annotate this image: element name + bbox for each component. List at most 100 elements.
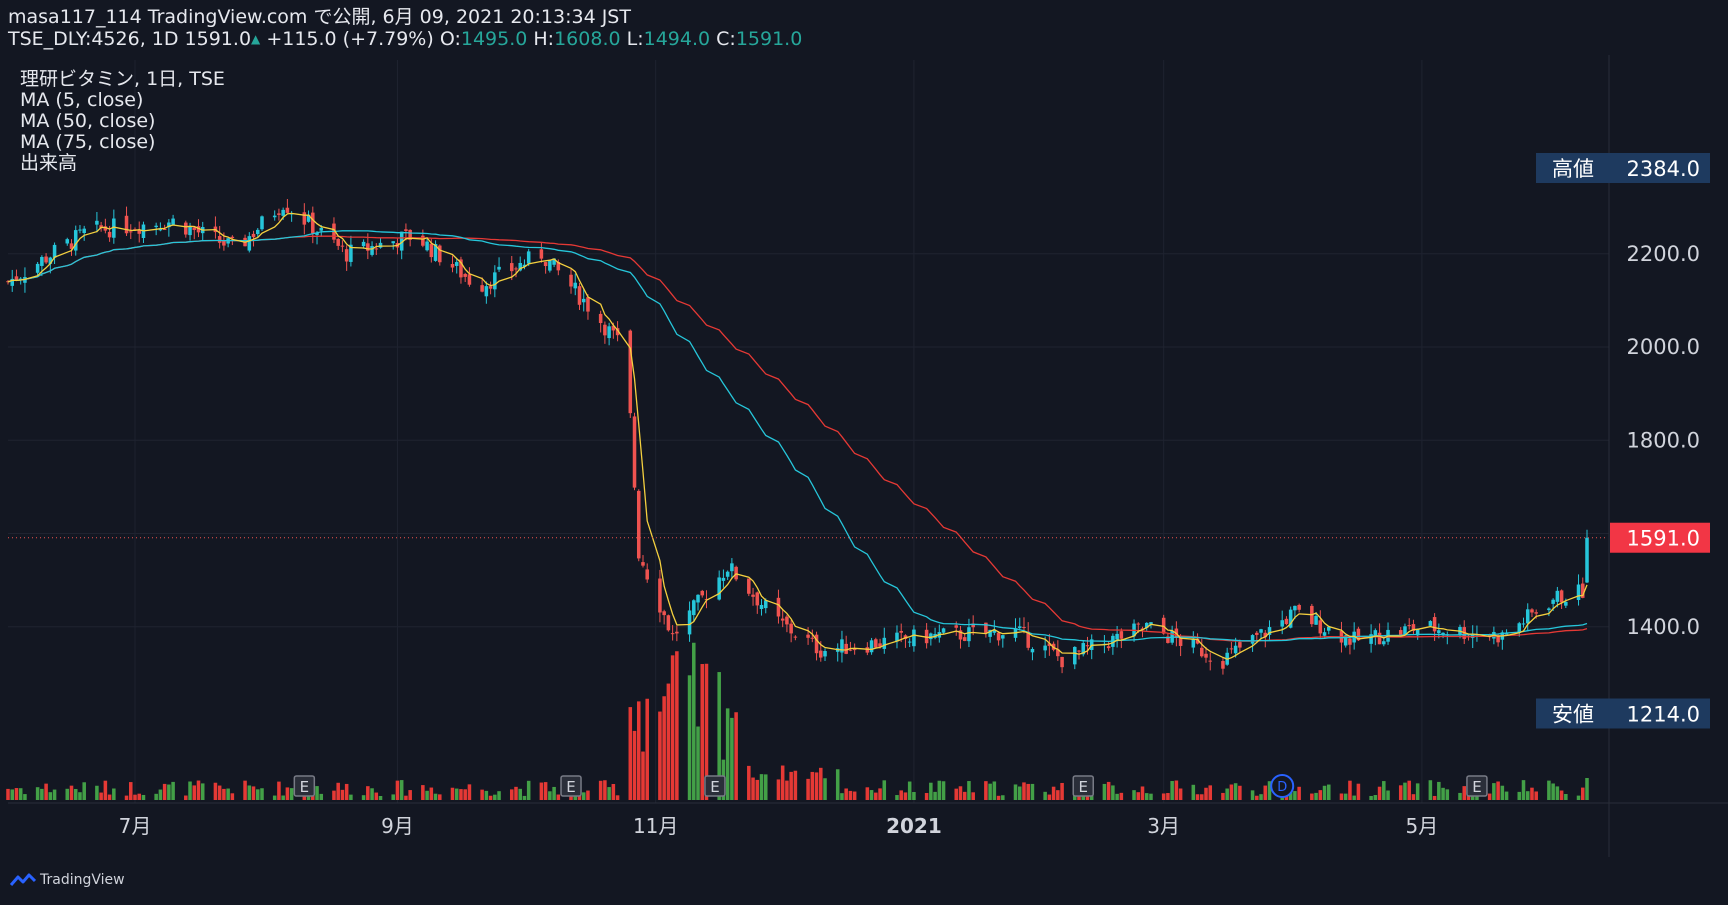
volume-bar xyxy=(1386,790,1390,800)
candle-body xyxy=(692,600,696,616)
volume-bar xyxy=(1238,785,1242,800)
candle-body xyxy=(556,262,561,271)
ohlc-row: TSE_DLY:4526, 1D 1591.0▲ +115.0 (+7.79%)… xyxy=(8,28,802,50)
volume-bar xyxy=(692,642,696,800)
legend-symbol[interactable]: 理研ビタミン, 1日, TSE xyxy=(20,68,225,90)
candle-body xyxy=(636,490,641,559)
candle-body xyxy=(611,325,616,331)
candle-body xyxy=(1585,537,1589,583)
candle-body xyxy=(1297,604,1301,610)
candle-body xyxy=(340,245,345,247)
volume-bar xyxy=(874,792,878,800)
candle-body xyxy=(1106,646,1111,649)
volume-bar xyxy=(819,767,823,800)
volume-bar xyxy=(226,788,230,800)
candle-body xyxy=(763,600,768,609)
close-value: 1591.0 xyxy=(735,28,803,50)
volume-bar xyxy=(1026,783,1030,800)
candle-body xyxy=(785,616,789,625)
dividend-marker-icon xyxy=(1270,774,1295,798)
volume-bar xyxy=(344,783,349,800)
legend-ma50[interactable]: MA (50, close) xyxy=(20,110,156,132)
volume-bar xyxy=(488,795,493,800)
volume-bar xyxy=(433,793,438,800)
volume-bar xyxy=(378,795,383,800)
candle-body xyxy=(1555,590,1560,602)
earnings-marker-label: E xyxy=(566,778,575,796)
volume-bar xyxy=(1322,785,1327,800)
legend-volume[interactable]: 出来高 xyxy=(20,152,78,174)
tradingview-brand[interactable]: TradingView xyxy=(10,872,125,888)
earnings-marker-label: E xyxy=(710,778,719,796)
volume-bar xyxy=(6,788,10,800)
candle-body xyxy=(721,577,726,581)
volume-bar xyxy=(899,790,903,800)
candle-body xyxy=(450,263,455,268)
candle-body xyxy=(1314,615,1318,625)
volume-bar xyxy=(1343,793,1348,800)
candle-body xyxy=(1356,628,1361,641)
volume-bar xyxy=(69,785,74,800)
volume-bar xyxy=(1504,791,1509,800)
volume-bar xyxy=(497,791,501,800)
candle-body xyxy=(374,248,379,250)
candle-body xyxy=(315,232,319,235)
volume-bar xyxy=(1149,793,1153,800)
volume-bar xyxy=(823,778,827,800)
volume-bar xyxy=(10,789,15,800)
volume-bar xyxy=(704,663,709,800)
candle-body xyxy=(1428,621,1433,626)
candle-body xyxy=(1411,624,1416,631)
x-tick-label: 3月 xyxy=(1147,814,1180,838)
volume-bar xyxy=(1580,787,1585,800)
volume-bar xyxy=(1382,781,1386,800)
candle-body xyxy=(1280,620,1284,627)
candle-body xyxy=(408,229,412,240)
volume-bar xyxy=(1441,787,1445,800)
candle-body xyxy=(112,218,116,238)
x-tick-label: 7月 xyxy=(119,814,152,838)
candle-body xyxy=(823,651,827,657)
high-value: 1608.0 xyxy=(554,28,621,50)
volume-bar xyxy=(1559,790,1564,800)
volume-bar xyxy=(556,794,561,800)
candle-body xyxy=(882,637,887,649)
grid-lines xyxy=(8,60,1609,803)
volume-bar xyxy=(78,792,82,800)
high-badge-label: 高値 xyxy=(1552,157,1594,181)
volume-bar xyxy=(835,769,840,800)
volume-bar xyxy=(459,789,463,800)
candle-body xyxy=(717,577,721,600)
candle-body xyxy=(1398,630,1403,635)
volume-bar xyxy=(514,786,518,800)
candle-body xyxy=(1060,656,1064,668)
candle-body xyxy=(730,563,734,572)
volume-bar xyxy=(747,765,751,800)
volume-bar xyxy=(1428,780,1433,800)
low-badge-value: 1214.0 xyxy=(1627,703,1700,727)
candle-body xyxy=(52,244,57,258)
volume-bar xyxy=(141,794,146,800)
volume-bar xyxy=(484,790,489,800)
volume-bar xyxy=(869,790,874,800)
candle-body xyxy=(230,236,235,239)
volume-bar xyxy=(895,795,899,800)
candle-body xyxy=(658,578,662,613)
candle-body xyxy=(793,636,798,638)
candle-body xyxy=(1437,630,1441,634)
legend-ma75[interactable]: MA (75, close) xyxy=(20,131,156,153)
earnings-marker-label: E xyxy=(1079,778,1088,796)
last-price-badge-value-bg xyxy=(1610,522,1710,553)
candle-body xyxy=(1166,636,1170,643)
candle-body xyxy=(1382,641,1386,645)
legend-ma5[interactable]: MA (5, close) xyxy=(20,89,144,111)
candle-body xyxy=(1144,622,1149,628)
candle-body xyxy=(493,272,497,290)
candle-body xyxy=(48,257,53,264)
candle-body xyxy=(543,262,548,267)
last-price: 1591.0 xyxy=(184,28,252,50)
volume-bar xyxy=(425,790,429,800)
candle-body xyxy=(107,231,112,238)
volume-bar xyxy=(1551,783,1555,800)
